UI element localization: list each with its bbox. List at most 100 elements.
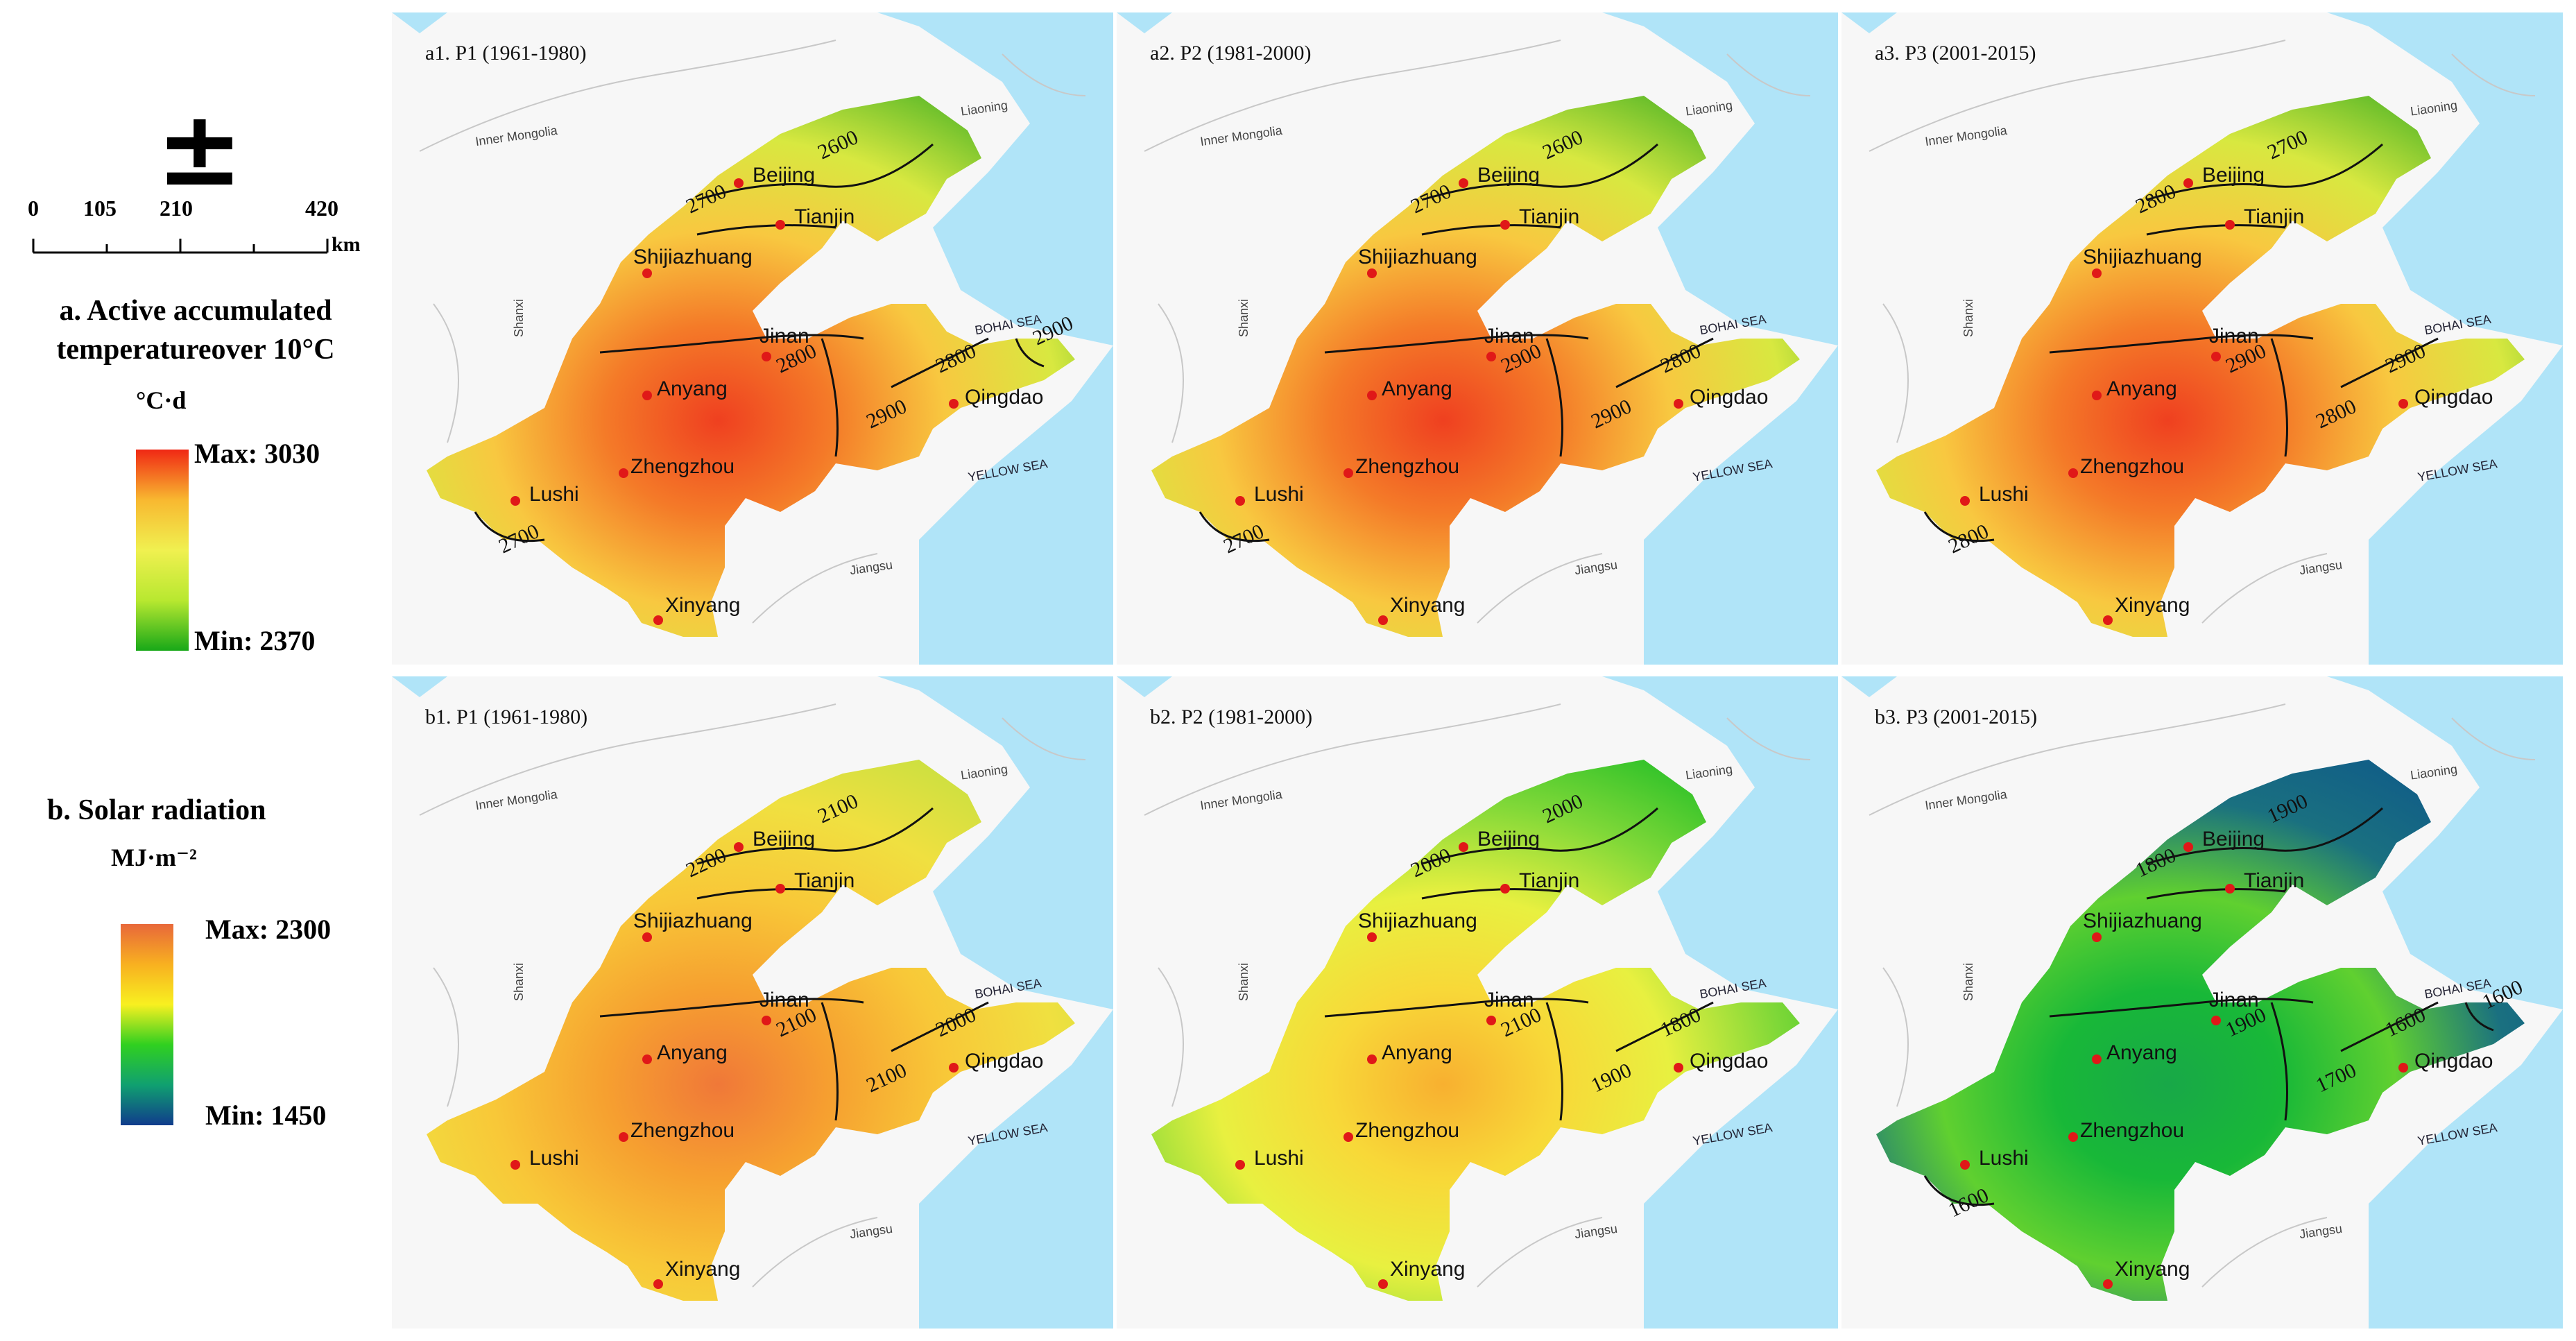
sea-corner xyxy=(1841,12,1897,33)
contour-label: 2600 xyxy=(814,126,861,164)
city-marker xyxy=(1367,268,1377,278)
sea-label: YELLOW SEA xyxy=(1692,1120,1774,1148)
panel-title: b2. P2 (1981-2000) xyxy=(1150,706,1313,728)
legend-b-max: Max: 2300 xyxy=(205,914,332,945)
contour-line xyxy=(2146,888,2286,900)
province-label: Liaoning xyxy=(1684,98,1734,119)
contour-line xyxy=(1421,224,1561,236)
contour-label: 2000 xyxy=(1539,789,1586,828)
city-marker xyxy=(1500,220,1510,230)
city-label: Lushi xyxy=(1979,483,2029,506)
legend-a-title: a. Active accumulated temperatureover 10… xyxy=(22,291,369,369)
sea-label: BOHAI SEA xyxy=(2423,975,2492,1002)
city-label: Lushi xyxy=(529,1147,579,1170)
city-label: Jinan xyxy=(759,989,809,1011)
legend-b-unit: MJ·m⁻² xyxy=(111,844,197,871)
panel-title: b1. P1 (1961-1980) xyxy=(425,706,588,728)
contour-label: 2700 xyxy=(495,520,542,558)
city-label: Beijing xyxy=(1477,828,1540,851)
contour-line xyxy=(1615,337,1714,388)
city-marker xyxy=(2398,1063,2408,1073)
map-panel: 2000 2000 2100 1900 1800 b2. P2 (1981-2000) Be… xyxy=(1117,676,1838,1329)
contour-label: 2200 xyxy=(682,844,730,882)
city-marker xyxy=(619,468,628,478)
sea-area xyxy=(877,12,1113,665)
city-marker xyxy=(1367,932,1377,942)
legend-a-colorbar xyxy=(136,450,189,651)
contour-line xyxy=(2049,998,2314,1018)
sea-label: YELLOW SEA xyxy=(967,1120,1049,1148)
contour-line xyxy=(2146,143,2383,201)
contour-label: 2900 xyxy=(1497,339,1545,377)
city-label: Qingdao xyxy=(965,1050,1044,1073)
contour-label: 2100 xyxy=(814,789,861,828)
city-marker xyxy=(510,496,520,506)
province-label: Jiangsu xyxy=(1573,557,1619,578)
city-label: Shijiazhuang xyxy=(2083,909,2202,932)
sea-label: BOHAI SEA xyxy=(973,311,1042,338)
contour-label: 1900 xyxy=(2222,1003,2269,1041)
contour-line xyxy=(1324,998,1589,1018)
scale-unit: km xyxy=(332,233,361,256)
city-label: Tianjin xyxy=(2244,869,2305,892)
sea-area xyxy=(2327,12,2563,665)
contour-line xyxy=(1199,511,1270,543)
scale-tick-label: 210 xyxy=(160,196,193,221)
city-label: Xinyang xyxy=(665,1258,741,1281)
city-marker xyxy=(2225,220,2235,230)
land-background xyxy=(1117,676,1838,1329)
sea-corner xyxy=(1117,12,1172,33)
province-label: Inner Mongolia xyxy=(1199,123,1283,149)
contour-label: 2600 xyxy=(1539,126,1586,164)
contour-label: 2800 xyxy=(932,339,979,377)
contour-label: 2700 xyxy=(1407,180,1454,218)
city-label: Jinan xyxy=(1484,989,1534,1011)
city-label: Beijing xyxy=(753,164,816,187)
contour-label: 1900 xyxy=(1588,1059,1635,1097)
contour-label: 2100 xyxy=(773,1003,820,1041)
land-background xyxy=(1117,12,1838,665)
contour-label: 2000 xyxy=(932,1003,979,1041)
legend-b-colorbar xyxy=(121,924,173,1125)
city-marker xyxy=(1459,178,1468,188)
map-panel: 2600 2700 2900 2900 2800 2700 a2. P2 (1981-200… xyxy=(1117,12,1838,665)
city-label: Qingdao xyxy=(2414,386,2493,409)
contour-label: 2900 xyxy=(1588,395,1635,433)
city-label: Beijing xyxy=(2202,828,2265,851)
province-label: Shanxi xyxy=(512,298,526,338)
scale-tick-label: 420 xyxy=(305,196,338,221)
province-label: Jiangsu xyxy=(2298,557,2344,578)
city-label: Beijing xyxy=(2202,164,2265,187)
city-marker xyxy=(2092,932,2102,942)
contour-line xyxy=(696,143,934,201)
city-marker xyxy=(1960,496,1970,506)
contour-line xyxy=(2270,338,2288,457)
city-label: Shijiazhuang xyxy=(1358,909,1477,932)
city-label: Xinyang xyxy=(1390,594,1466,617)
map-canvas: 1900 1800 1900 1700 1600 1600 1600 xyxy=(1841,676,2563,1329)
province-label: Shanxi xyxy=(1237,298,1251,338)
city-label: Jinan xyxy=(2209,325,2259,348)
city-label: Shijiazhuang xyxy=(633,909,753,932)
sea-label: YELLOW SEA xyxy=(2416,1120,2498,1148)
city-marker xyxy=(2068,468,2078,478)
city-label: Shijiazhuang xyxy=(2083,246,2202,268)
province-label: Shanxi xyxy=(1237,962,1251,1002)
province-label: Shanxi xyxy=(1961,298,1976,338)
province-label: Liaoning xyxy=(2409,98,2459,119)
city-marker xyxy=(1343,1132,1353,1142)
panel-title: a3. P3 (2001-2015) xyxy=(1875,42,2036,65)
province-label: Inner Mongolia xyxy=(1924,787,2008,813)
city-marker xyxy=(1235,1160,1245,1170)
province-border xyxy=(1144,40,1811,624)
city-marker xyxy=(1674,1063,1683,1073)
city-label: Xinyang xyxy=(2115,1258,2190,1281)
legend-a-max: Max: 3030 xyxy=(194,438,320,469)
city-marker xyxy=(2092,1054,2102,1064)
province-label: Jiangsu xyxy=(1573,1221,1619,1242)
city-marker xyxy=(775,884,785,894)
contour-label: 2900 xyxy=(1029,311,1076,350)
city-label: Jinan xyxy=(1484,325,1534,348)
city-label: Lushi xyxy=(1254,483,1304,506)
province-label: Shanxi xyxy=(1961,962,1976,1002)
